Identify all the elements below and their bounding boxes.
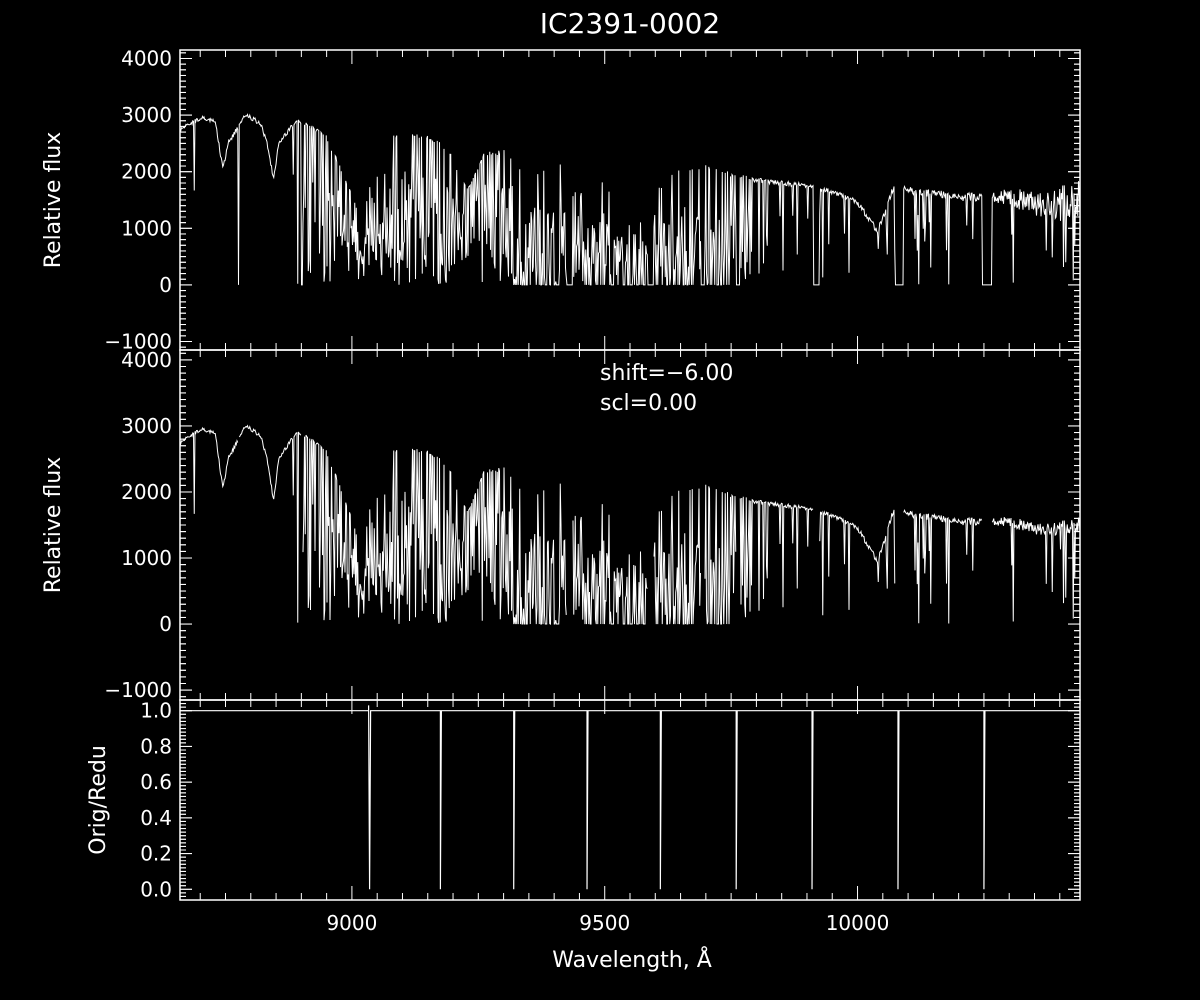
y-tick-label: 3000	[121, 103, 172, 127]
x-axis-label: Wavelength, Å	[552, 946, 712, 973]
bottom-y-axis-label: Orig/Redu	[86, 745, 111, 855]
middle-y-axis-label: Relative flux	[41, 457, 66, 594]
y-tick-label: 1000	[121, 546, 172, 570]
middle-tick-marks	[180, 350, 1080, 700]
y-tick-label: −1000	[104, 330, 172, 354]
y-tick-label: 0.4	[140, 806, 172, 830]
top-y-tick-labels: 4000 3000 2000 1000 0 −1000	[104, 46, 172, 353]
x-tick-label: 10000	[826, 911, 890, 935]
shift-annotation: shift=−6.00	[600, 361, 733, 386]
middle-y-tick-labels: 4000 3000 2000 1000 0 −1000	[104, 348, 172, 702]
bottom-panel-frame	[179, 699, 1081, 901]
bottom-panel: 1.0 0.8 0.6 0.4 0.2 0.0 9000 9500 10000 Orig/Re…	[86, 699, 1081, 973]
middle-spectrum-line	[180, 424, 1080, 625]
y-tick-label: 0	[159, 273, 172, 297]
ratio-line	[180, 705, 1080, 890]
x-tick-label: 9500	[579, 911, 630, 935]
top-spectrum-line	[180, 113, 1080, 286]
y-tick-label: 0.8	[140, 734, 172, 758]
y-tick-label: 0.2	[140, 842, 172, 866]
bottom-tick-marks	[180, 699, 1080, 901]
y-tick-label: 4000	[121, 348, 172, 372]
y-tick-label: 1.0	[140, 699, 172, 723]
chart-title: IC2391-0002	[540, 7, 720, 40]
y-tick-label: 0	[159, 612, 172, 636]
top-tick-marks	[180, 50, 1080, 350]
y-tick-label: 0.6	[140, 770, 172, 794]
scale-annotation: scl=0.00	[600, 391, 697, 416]
y-tick-label: −1000	[104, 678, 172, 702]
x-tick-labels: 9000 9500 10000	[326, 911, 889, 935]
top-y-axis-label: Relative flux	[41, 132, 66, 269]
x-tick-label: 9000	[326, 911, 377, 935]
y-tick-label: 1000	[121, 216, 172, 240]
bottom-y-tick-labels: 1.0 0.8 0.6 0.4 0.2 0.0	[140, 699, 172, 902]
y-tick-label: 2000	[121, 480, 172, 504]
middle-panel: 4000 3000 2000 1000 0 −1000 shift=−6.00 scl=0…	[41, 348, 1081, 702]
y-tick-label: 2000	[121, 160, 172, 184]
top-panel: 4000 3000 2000 1000 0 −1000 Relative flux	[41, 46, 1081, 354]
y-tick-label: 4000	[121, 46, 172, 70]
y-tick-label: 3000	[121, 414, 172, 438]
y-tick-label: 0.0	[140, 877, 172, 901]
